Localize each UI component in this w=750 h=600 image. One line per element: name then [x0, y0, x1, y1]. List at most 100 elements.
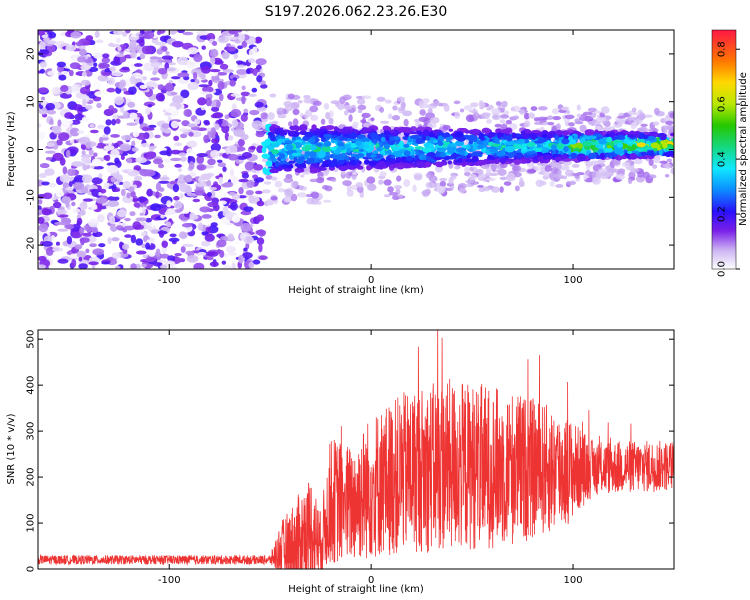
- spectrogram-band-cell: [329, 159, 339, 166]
- spectrogram-noise-cell: [158, 230, 165, 238]
- spectrogram-noise-cell: [57, 258, 69, 264]
- spectrogram-band-halo: [470, 102, 479, 108]
- spectrogram-band-cell: [368, 160, 377, 166]
- spectrogram-band-cell: [602, 130, 607, 135]
- colorbar-tick-label: 0.8: [717, 41, 728, 57]
- colorbar-gradient: [712, 30, 736, 269]
- spectrogram-noise-cell: [66, 149, 71, 158]
- spectrogram-band-cell: [272, 143, 280, 148]
- spectrogram-noise-cell: [230, 175, 238, 185]
- spectrogram-noise-cell: [90, 204, 98, 210]
- spectrogram-band-halo: [638, 112, 646, 121]
- spectrogram-band-cell: [488, 132, 497, 138]
- spectrogram-band-halo: [591, 177, 601, 185]
- spectrogram-band-cell: [589, 135, 597, 140]
- spectrogram-band-halo: [396, 175, 402, 182]
- spectrogram-noise-cell: [145, 225, 153, 230]
- spectrogram-noise-cell: [206, 192, 212, 197]
- spectrogram-band-halo: [361, 112, 371, 119]
- spectrogram-noise-cell: [144, 169, 156, 177]
- spectrogram-noise-cell: [38, 122, 42, 128]
- spectrogram-noise-cell: [66, 235, 73, 245]
- spectrogram-band-cell: [582, 141, 593, 147]
- spectrogram-band-halo: [617, 168, 626, 173]
- spectrogram-noise-cell: [38, 30, 46, 36]
- spectrogram-noise-cell: [103, 126, 111, 135]
- spectrogram-band-halo: [491, 114, 501, 121]
- spectrogram-noise-cell: [88, 218, 99, 228]
- spectrogram-band-cell: [556, 143, 564, 150]
- spectrogram-noise-cell: [69, 253, 78, 259]
- spectrogram-band-cell: [627, 134, 636, 138]
- spectrogram-noise-cell: [74, 113, 84, 121]
- spectrogram-band-cell: [560, 154, 566, 160]
- spectrogram-noise-cell: [150, 77, 160, 81]
- spectrogram-band-halo: [453, 100, 461, 105]
- spectrogram-noise-cell: [145, 151, 156, 160]
- spectrogram-noise-cell: [243, 108, 249, 113]
- spectrogram-noise-cell: [234, 84, 242, 89]
- spectrogram-noise-cell: [112, 188, 121, 192]
- spectrogram-noise-cell: [198, 84, 210, 88]
- spectrogram-noise-cell: [127, 44, 140, 52]
- spectrogram-band-cell: [461, 144, 467, 148]
- spectrogram-band-halo: [448, 176, 454, 185]
- spectrogram-band-halo: [552, 115, 562, 121]
- spectrogram-noise-cell: [78, 256, 83, 262]
- spectrogram-noise-cell: [230, 93, 240, 97]
- spectrogram-noise-cell: [219, 63, 229, 70]
- spectrogram-noise-cell: [177, 178, 186, 187]
- spectrogram-noise-cell: [229, 168, 235, 178]
- spectrogram-noise-cell: [80, 157, 91, 164]
- spectrogram-noise-cell: [58, 74, 67, 81]
- spectrogram-noise-cell: [243, 235, 254, 245]
- spectrogram-band-cell: [576, 154, 586, 162]
- spectrogram-band-cell: [454, 140, 465, 147]
- spectrogram-band-cell: [269, 125, 275, 133]
- spectrogram-noise-cell: [244, 161, 255, 171]
- spectrogram-noise-cell: [138, 39, 145, 47]
- spectrogram-noise-cell: [221, 260, 227, 265]
- spectrogram-noise-cell: [176, 56, 189, 66]
- spectrogram-noise-cell: [224, 131, 230, 141]
- spectrogram-noise-cell: [251, 120, 264, 130]
- spectrogram-band-cell: [605, 133, 611, 138]
- spectrogram-band-halo: [486, 107, 492, 111]
- spectrogram-noise-cell: [175, 86, 184, 90]
- spectrogram-noise-cell: [91, 177, 103, 185]
- spectrogram-noise-cell: [245, 189, 254, 196]
- spectrogram-band-halo: [402, 110, 413, 117]
- spectrogram-noise-cell: [89, 129, 99, 134]
- spectrogram-band-cell: [294, 167, 305, 173]
- spectrogram-noise-cell: [146, 188, 153, 197]
- spectrogram-band-halo: [544, 165, 552, 172]
- spectrogram-band-halo: [427, 108, 433, 114]
- spectrogram-band-halo: [533, 121, 544, 125]
- spectrogram-noise-cell: [103, 182, 110, 189]
- spectrogram-noise-cell: [115, 225, 124, 231]
- spectrogram-noise-cell: [210, 190, 216, 199]
- spectrogram-band-halo: [505, 119, 512, 125]
- spectrogram-noise-cell: [228, 30, 239, 35]
- spectrogram-noise-cell: [211, 106, 220, 112]
- spectrogram-noise-cell: [139, 53, 146, 60]
- spectrogram-noise-cell: [166, 208, 176, 216]
- spectrogram-noise-cell: [70, 31, 82, 39]
- spectrogram-band-halo: [270, 176, 278, 181]
- spectrogram-band-cell: [398, 126, 408, 132]
- spectrogram-band-halo: [576, 104, 581, 111]
- spectrogram-noise-cell: [226, 144, 238, 154]
- spectrogram-band-halo: [436, 186, 446, 193]
- spectrogram-band-halo: [356, 98, 366, 105]
- spectrogram-noise-cell: [213, 80, 219, 84]
- spectrogram-band-halo: [418, 100, 424, 109]
- spectrogram-noise-cell: [149, 56, 160, 60]
- snr-ytick-label: 300: [26, 422, 37, 441]
- spectrogram-noise-cell: [106, 87, 116, 93]
- spectrogram-noise-cell: [198, 73, 204, 78]
- spectrogram-noise-cell: [170, 91, 178, 96]
- spectrogram-band-halo: [669, 112, 674, 119]
- spectrogram-noise-cell: [94, 91, 105, 97]
- spectrogram-noise-cell: [121, 66, 130, 71]
- spectrogram-noise-cell: [79, 227, 85, 235]
